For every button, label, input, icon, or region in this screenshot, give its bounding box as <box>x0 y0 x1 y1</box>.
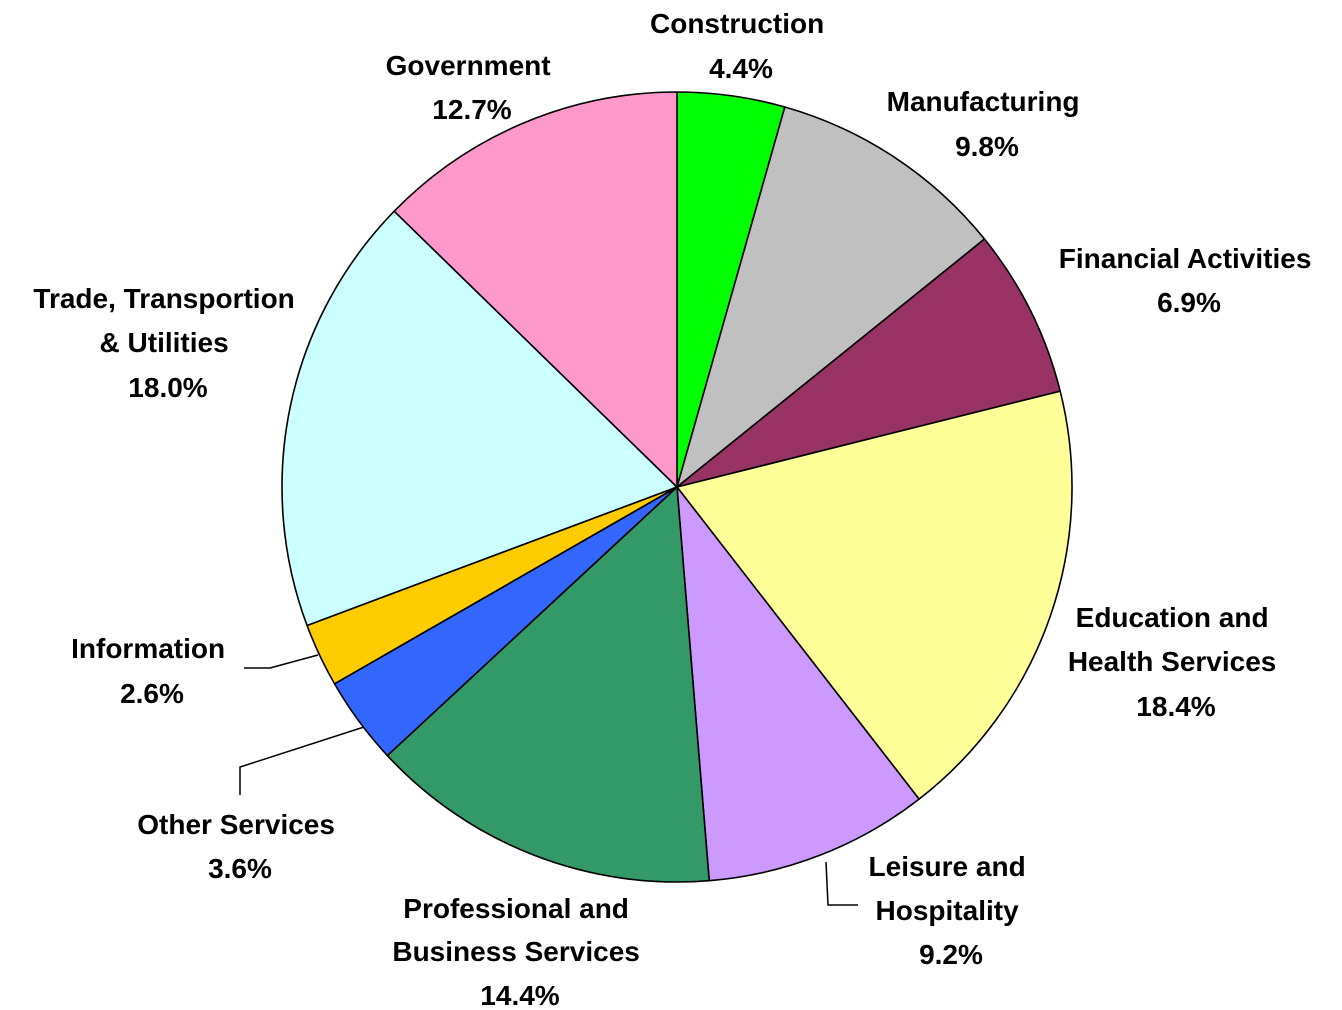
pie-slices <box>281 91 1073 883</box>
pie-slice-trade-transportion-and-utilities <box>281 210 678 627</box>
slice-label-financial-activities: Financial Activities 6.9% <box>1059 243 1319 318</box>
leader-line-information <box>244 654 319 669</box>
pie-slice-education-and-health-services <box>676 390 1073 800</box>
slice-label-information: Information 2.6% <box>71 633 233 709</box>
pie-slice-government <box>393 91 678 488</box>
pie-slice-leisure-and-hospitality <box>676 486 920 882</box>
slice-label-professional-business: Professional and Business Services 14.4% <box>392 893 647 1010</box>
pie-slice-financial-activities <box>676 238 1061 488</box>
slice-label-government: Government 12.7% <box>386 50 559 125</box>
pie-slice-professional-and-business-services <box>386 486 711 883</box>
slice-label-other-services: Other Services 3.6% <box>137 809 342 884</box>
slice-labels: Construction 4.4% Manufacturing 9.8% Fin… <box>33 8 1319 1010</box>
slice-label-leisure-hospitality: Leisure and Hospitality 9.2% <box>869 851 1034 970</box>
leader-lines <box>239 654 858 906</box>
leader-line-other-services <box>239 726 365 795</box>
slice-label-trade-transportation-utilities: Trade, Transportion & Utilities 18.0% <box>33 283 302 403</box>
slice-label-construction: Construction 4.4% <box>650 8 832 84</box>
slice-label-manufacturing: Manufacturing 9.8% <box>887 86 1088 162</box>
slice-label-education-health: Education and Health Services 18.4% <box>1068 602 1284 722</box>
pie-slice-manufacturing <box>676 106 986 488</box>
leader-line-leisure <box>825 861 858 906</box>
